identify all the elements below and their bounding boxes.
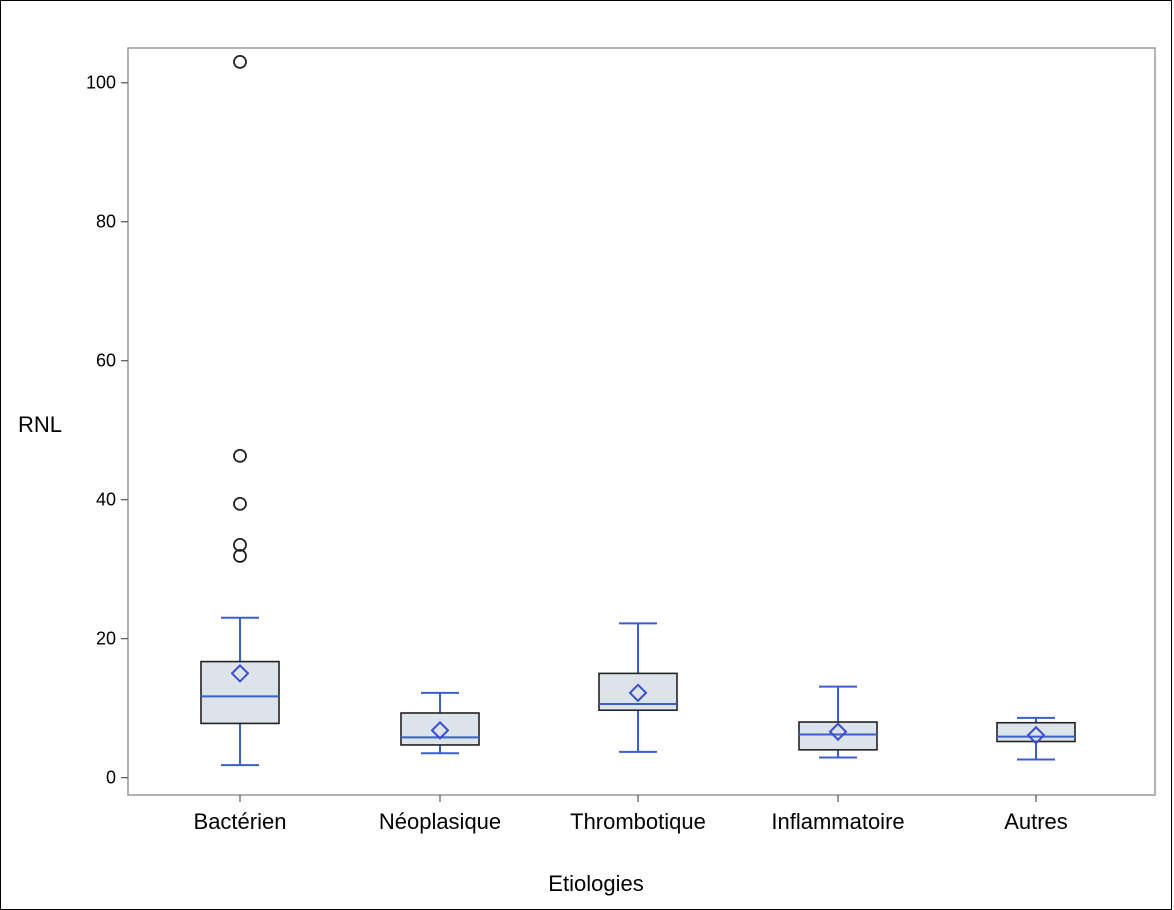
plot-area	[127, 47, 1156, 796]
x-tick-label: Autres	[1004, 809, 1068, 834]
x-tick-label: Néoplasique	[379, 809, 501, 834]
x-tick-label: Thrombotique	[570, 809, 706, 834]
x-axis: Bactérien Néoplasique Thrombotique Inflamma…	[194, 795, 1068, 834]
outlier-point	[233, 496, 247, 511]
mean-marker	[1026, 725, 1046, 745]
y-tick-label: 60	[96, 351, 116, 371]
mean-marker	[430, 720, 450, 740]
y-axis-title: RNL	[18, 412, 62, 437]
y-tick-label: 20	[96, 629, 116, 649]
x-axis-title: Etiologies	[548, 871, 643, 896]
mean-marker	[230, 663, 250, 683]
iqr-box	[798, 721, 878, 751]
y-tick-label: 40	[96, 490, 116, 510]
box-1	[200, 54, 280, 767]
box-5	[996, 716, 1076, 761]
y-tick-label: 0	[106, 768, 116, 788]
outlier-point	[233, 54, 247, 69]
box-3	[598, 622, 678, 753]
iqr-box	[400, 712, 480, 746]
box-4	[798, 685, 878, 759]
y-tick-label: 80	[96, 212, 116, 232]
iqr-box	[200, 660, 280, 725]
boxes-group	[200, 54, 1076, 767]
x-tick-label: Inflammatoire	[771, 809, 904, 834]
mean-marker	[628, 683, 648, 703]
y-tick-label: 100	[86, 73, 116, 93]
outlier-point	[233, 448, 247, 463]
box-2	[400, 691, 480, 755]
y-axis: 0 20 40 60 80 100	[86, 73, 128, 788]
outlier-point	[233, 537, 247, 552]
mean-marker	[828, 722, 848, 742]
outlier-point	[233, 549, 247, 563]
iqr-box	[996, 721, 1076, 743]
x-tick-label: Bactérien	[194, 809, 287, 834]
